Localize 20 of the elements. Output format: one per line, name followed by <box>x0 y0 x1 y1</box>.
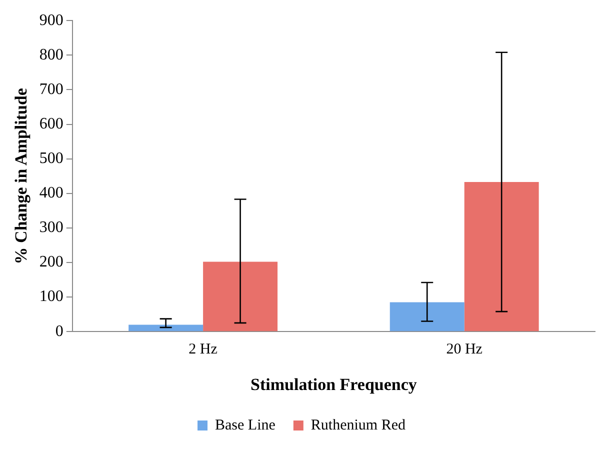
legend-label: Base Line <box>215 417 276 434</box>
y-tick-label: 500 <box>39 150 64 168</box>
x-tick-label: 2 Hz <box>188 342 218 358</box>
y-tick-label: 100 <box>39 288 64 306</box>
x-tick-label: 20 Hz <box>446 342 483 358</box>
y-axis-title: % Change in Amplitude <box>12 88 31 264</box>
bar <box>390 302 464 332</box>
y-tick-label: 400 <box>39 184 64 202</box>
bar <box>203 262 278 332</box>
legend-label: Ruthenium Red <box>310 417 406 434</box>
y-tick-label: 700 <box>39 80 64 98</box>
y-tick-label: 900 <box>39 12 64 29</box>
y-tick-label: 800 <box>39 46 64 64</box>
bar <box>464 182 539 332</box>
y-tick-label: 0 <box>55 322 64 340</box>
bar <box>128 324 204 332</box>
x-axis-title: Stimulation Frequency <box>250 375 418 394</box>
y-tick-label: 200 <box>39 254 64 271</box>
y-tick-label: 300 <box>39 219 64 236</box>
y-tick-label: 600 <box>39 115 64 132</box>
